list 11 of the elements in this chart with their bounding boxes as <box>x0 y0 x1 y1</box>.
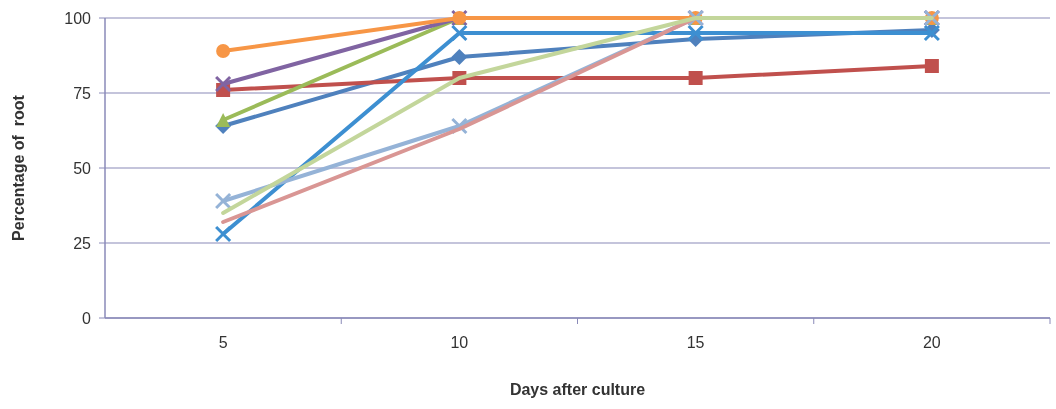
x-tick-label: 10 <box>450 334 469 351</box>
y-tick-label: 75 <box>73 84 92 102</box>
y-axis-title: Percentage of root <box>10 94 27 241</box>
y-tick-label: 25 <box>73 234 92 252</box>
x-tick-label: 20 <box>922 334 941 351</box>
x-axis-title: Days after culture <box>509 381 646 398</box>
y-tick-label: 0 <box>82 309 92 327</box>
x-tick-label: 15 <box>686 334 705 351</box>
y-tick-label: 100 <box>64 9 92 27</box>
y-tick-label: 50 <box>73 159 92 177</box>
x-tick-label: 5 <box>218 334 228 351</box>
